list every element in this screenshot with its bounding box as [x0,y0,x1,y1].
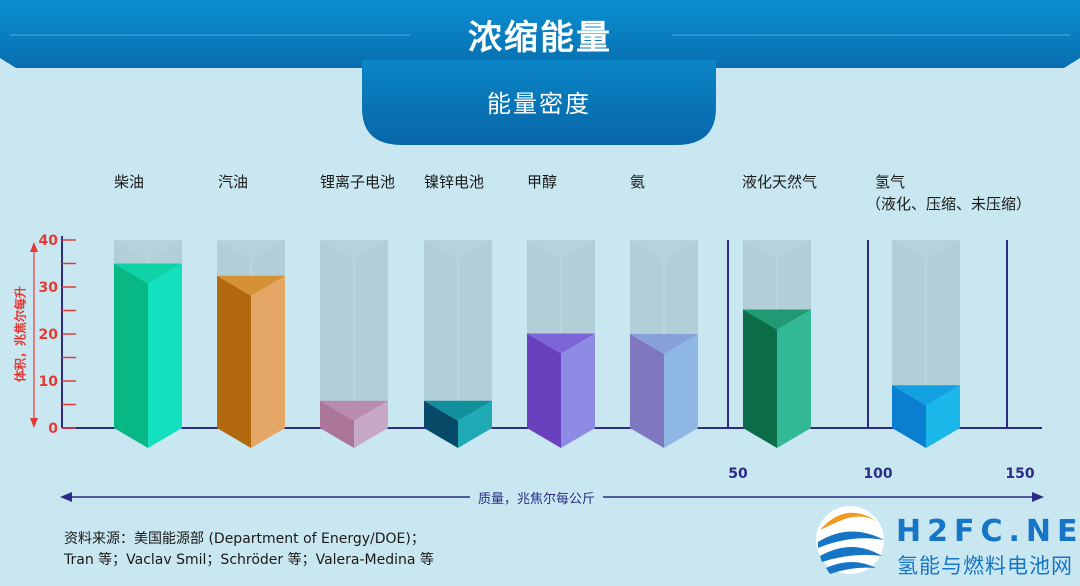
category-note: （液化、压缩、未压缩） [866,195,1032,213]
bar-left-face [217,275,251,448]
bar-left-face [114,263,148,448]
ghost-column-top [892,240,960,260]
ghost-column-top [630,240,698,260]
category-label: 柴油 [114,173,145,191]
ghost-column-top [527,240,595,260]
bar-left-face [424,400,458,448]
ghost-column-top [743,240,811,260]
logo-mark [816,506,884,574]
bar-top-face [114,263,182,284]
bar-left-face [320,400,354,448]
subtitle-tab [362,60,716,145]
page-title: 浓缩能量 [468,18,612,58]
y-arrow-head-down [30,418,38,428]
x-arrow-head-left [60,492,72,502]
category-label: 锂离子电池 [320,173,396,191]
y-arrow-head-up [30,242,38,252]
bar-right-face [561,333,595,448]
source-line-2: Tran 等；Vaclav Smil；Schröder 等；Valera-Med… [64,552,434,568]
y-tick-label: 20 [39,327,59,343]
x-tick-label: 100 [863,466,892,482]
x-tick-label: 50 [728,466,748,482]
bar-left-face [630,334,664,448]
bar-top-face [630,334,698,354]
y-tick-label: 0 [48,421,58,437]
bar-top-face [424,400,492,421]
ghost-column-top [114,240,182,260]
bar-top-face [527,333,595,354]
header-banner [0,0,1080,145]
category-label: 液化天然气 [742,173,818,191]
x-axis-label: 质量，兆焦尔每公斤 [470,488,604,507]
y-axis-label: 体积，兆焦尔每升 [13,285,28,383]
bar-right-face [354,400,388,448]
category-label: 汽油 [218,173,249,191]
category-label: 甲醇 [527,173,558,191]
bar-top-face [892,385,960,406]
ghost-column-top [320,240,388,260]
page-subtitle: 能量密度 [487,90,591,118]
x-arrow-head-right [1032,492,1044,502]
bar-right-face [458,400,492,448]
bar-right-face [251,275,285,448]
y-tick-label: 10 [39,374,59,390]
source-line-1: 资料来源：美国能源部 (Department of Energy/DOE)； [64,531,425,547]
bar-left-face [527,333,561,448]
logo-subtitle: 氢能与燃料电池网 [897,554,1073,578]
bar-top-face [217,275,285,296]
y-tick-label: 40 [39,233,59,249]
y-tick-label: 30 [39,280,59,296]
category-label: 氨 [630,173,646,191]
bar-top-face [320,400,388,421]
category-label: 氢气 [875,173,906,191]
chart-area: 0 10 20 30 40 50 100 150 [30,233,1044,502]
ghost-column-top [424,240,492,260]
bar-top-face [743,309,811,330]
x-tick-label: 150 [1005,466,1034,482]
bar-left-face [892,385,926,448]
category-label: 镍锌电池 [424,173,485,191]
ghost-column-top [217,240,285,260]
bar-right-face [777,309,811,448]
logo-name: H2FC.NET [896,514,1080,549]
bar-left-face [743,309,777,448]
bar-right-face [148,263,182,448]
bar-right-face [926,385,960,448]
bar-right-face [664,334,698,448]
